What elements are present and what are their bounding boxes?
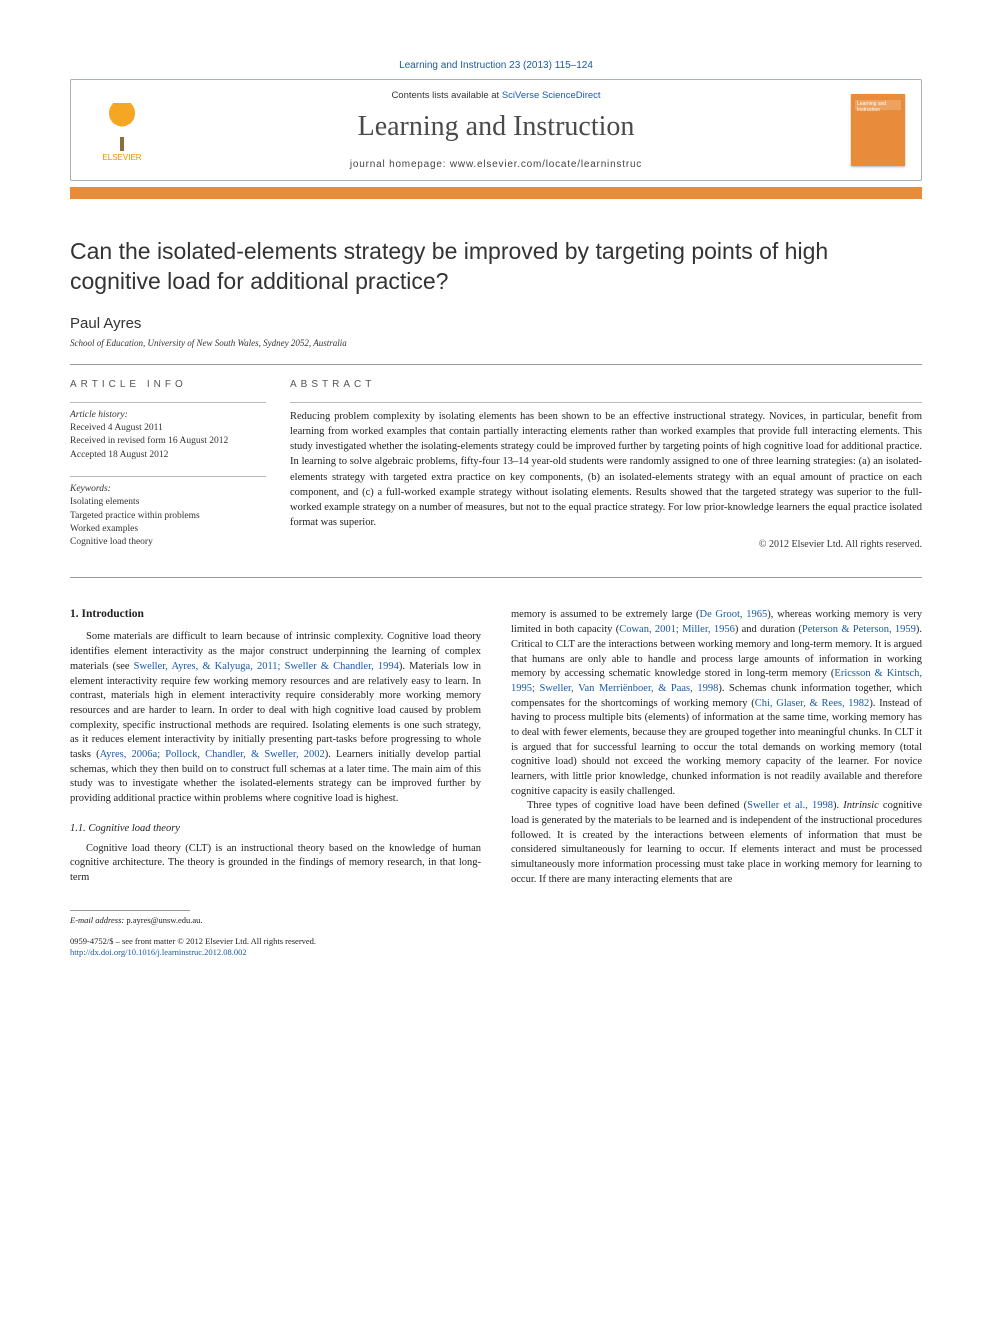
paragraph: Three types of cognitive load have been … [511,799,922,887]
author-email[interactable]: p.ayres@unsw.edu.au. [126,915,202,925]
article-info-label: ARTICLE INFO [70,379,266,390]
journal-title: Learning and Instruction [157,111,835,143]
divider [290,402,922,403]
journal-cover-thumbnail[interactable]: Learning and Instruction [851,94,905,166]
journal-header-box: ELSEVIER Contents lists available at Sci… [70,79,922,181]
doi-link[interactable]: http://dx.doi.org/10.1016/j.learninstruc… [70,947,481,958]
abstract-label: ABSTRACT [290,379,922,390]
abstract-text: Reducing problem complexity by isolating… [290,409,922,531]
footnote-rule [70,910,190,911]
publisher-name: ELSEVIER [102,153,141,162]
body-column-left: 1. Introduction Some materials are diffi… [70,608,481,957]
keywords-block: Keywords: Isolating elements Targeted pr… [70,483,266,549]
body-column-right: memory is assumed to be extremely large … [511,608,922,957]
received-date: Received 4 August 2011 [70,422,266,435]
paragraph: Cognitive load theory (CLT) is an instru… [70,842,481,886]
keyword: Targeted practice within problems [70,510,266,523]
revised-date: Received in revised form 16 August 2012 [70,435,266,448]
keyword: Cognitive load theory [70,536,266,549]
page-footer: E-mail address: p.ayres@unsw.edu.au. 095… [70,910,481,958]
citation-link[interactable]: De Groot, 1965 [699,609,767,620]
homepage-url[interactable]: www.elsevier.com/locate/learninstruc [450,159,642,170]
accepted-date: Accepted 18 August 2012 [70,449,266,462]
citation-link[interactable]: Cowan, 2001; Miller, 1956 [619,624,735,635]
citation-link[interactable]: Chi, Glaser, & Rees, 1982 [755,698,870,709]
elsevier-tree-icon [99,103,145,151]
keyword: Worked examples [70,523,266,536]
sciencedirect-link[interactable]: SciVerse ScienceDirect [502,90,601,101]
copyright-notice: © 2012 Elsevier Ltd. All rights reserved… [290,539,922,550]
contents-available: Contents lists available at SciVerse Sci… [157,90,835,101]
intro-heading: 1. Introduction [70,608,481,620]
citation-link[interactable]: Learning and Instruction 23 (2013) 115–1… [70,60,922,71]
divider [70,402,266,403]
publisher-logo[interactable]: ELSEVIER [87,98,157,162]
accent-divider-bar [70,187,922,199]
citation-link[interactable]: Peterson & Peterson, 1959 [802,624,916,635]
article-title: Can the isolated-elements strategy be im… [70,237,922,297]
issn-line: 0959-4752/$ – see front matter © 2012 El… [70,936,481,947]
citation-link[interactable]: Sweller et al., 1998 [747,800,833,811]
clt-heading: 1.1. Cognitive load theory [70,823,481,834]
divider [70,476,266,477]
author-affiliation: School of Education, University of New S… [70,338,922,348]
divider [70,577,922,578]
paragraph: memory is assumed to be extremely large … [511,608,922,799]
journal-homepage: journal homepage: www.elsevier.com/locat… [157,159,835,170]
citation-link[interactable]: Sweller, Ayres, & Kalyuga, 2011; Sweller… [134,661,399,672]
author-name[interactable]: Paul Ayres [70,315,922,332]
keyword: Isolating elements [70,496,266,509]
email-line: E-mail address: p.ayres@unsw.edu.au. [70,915,481,926]
paragraph: Some materials are difficult to learn be… [70,630,481,806]
article-history: Article history: Received 4 August 2011 … [70,409,266,462]
citation-link[interactable]: Ayres, 2006a; Pollock, Chandler, & Swell… [100,749,325,760]
body-two-column: 1. Introduction Some materials are diffi… [70,608,922,957]
